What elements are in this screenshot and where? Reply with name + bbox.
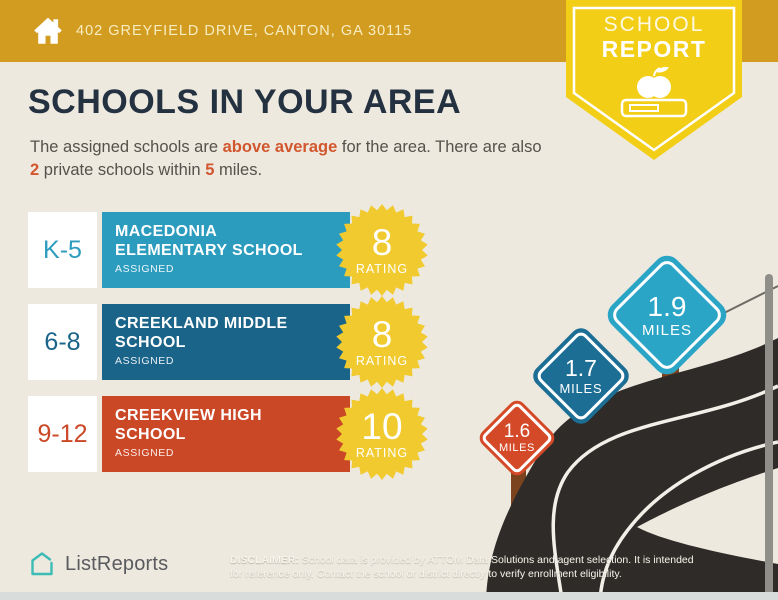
distance-value: 1.7 [565,355,597,381]
school-name: CREEKLAND MIDDLE SCHOOL [115,315,288,351]
intro-seg4: miles. [214,161,263,179]
sign-post [573,418,588,498]
rating-label: RATING [355,353,409,368]
school-bar: CREEKLAND MIDDLE SCHOOL ASSIGNED [102,304,350,380]
house-icon [34,17,62,44]
school-name: MACEDONIA ELEMENTARY SCHOOL [115,223,303,259]
distance-value: 1.9 [647,290,687,322]
school-report-badge: SCHOOL REPORT [566,0,742,162]
brand-name: ListReports [65,552,169,575]
assigned-tag: ASSIGNED [115,447,175,459]
rating-badge: 8 RATING [336,296,428,388]
distance-unit: MILES [498,442,535,454]
bottom-edge-strip [0,592,778,600]
intro-seg2: for the area. There are also [337,138,542,156]
grade-range: 9-12 [28,396,97,472]
disclaimer: DISCLAIMER: School data is provided by A… [230,553,770,581]
distance-unit: MILES [559,381,603,396]
school-name: CREEKVIEW HIGH SCHOOL [115,407,262,443]
intro-seg3: private schools within [39,161,206,179]
distance-value: 1.6 [503,421,531,442]
sign-post [511,468,526,534]
intro-highlight-average: above average [222,138,338,156]
distance-sign-red: 1.6 MILES [475,396,559,480]
distance-sign-blue: 1.7 MILES [528,323,634,429]
rating-badge: 10 RATING [336,388,428,480]
badge-line1: SCHOOL [603,13,705,36]
distance-sign-cyan: 1.9 MILES [601,249,733,381]
school-row-middle: 6-8 CREEKLAND MIDDLE SCHOOL ASSIGNED 8 R… [28,296,468,388]
assigned-tag: ASSIGNED [115,355,175,367]
badge-line2: REPORT [601,36,707,62]
rating-value: 8 [371,313,393,355]
grade-range: 6-8 [28,304,97,380]
apple-book-icon [620,66,688,118]
rating-label: RATING [355,261,409,276]
rating-value: 10 [361,405,403,447]
disclaimer-line2: for reference only. Contact the school o… [230,568,622,580]
intro-private-count: 2 [30,161,40,179]
school-row-high: 9-12 CREEKVIEW HIGH SCHOOL ASSIGNED 10 R… [28,388,468,480]
street-pole [765,274,773,600]
disclaimer-label: DISCLAIMER: [230,554,299,566]
intro-miles-count: 5 [205,161,215,179]
property-address: 402 GREYFIELD DRIVE, CANTON, GA 30115 [76,23,413,39]
assigned-tag: ASSIGNED [115,263,175,275]
disclaimer-line1: School data is provided by ATTOM Data So… [298,554,694,566]
rating-badge: 8 RATING [336,204,428,296]
intro-seg1: The assigned schools are [30,138,223,156]
school-bar: MACEDONIA ELEMENTARY SCHOOL ASSIGNED [102,212,350,288]
rating-label: RATING [355,445,409,460]
listreports-house-icon [31,552,53,576]
school-bar: CREEKVIEW HIGH SCHOOL ASSIGNED [102,396,350,472]
listreports-logo: ListReports [28,550,168,578]
school-row-elementary: K-5 MACEDONIA ELEMENTARY SCHOOL ASSIGNED… [28,204,468,296]
distance-unit: MILES [641,321,692,339]
rating-value: 8 [371,221,393,263]
sign-post [662,362,679,452]
page-title: SCHOOLS IN YOUR AREA [28,83,462,121]
grade-range: K-5 [28,212,97,288]
intro-text: The assigned schools are above average f… [30,136,542,182]
